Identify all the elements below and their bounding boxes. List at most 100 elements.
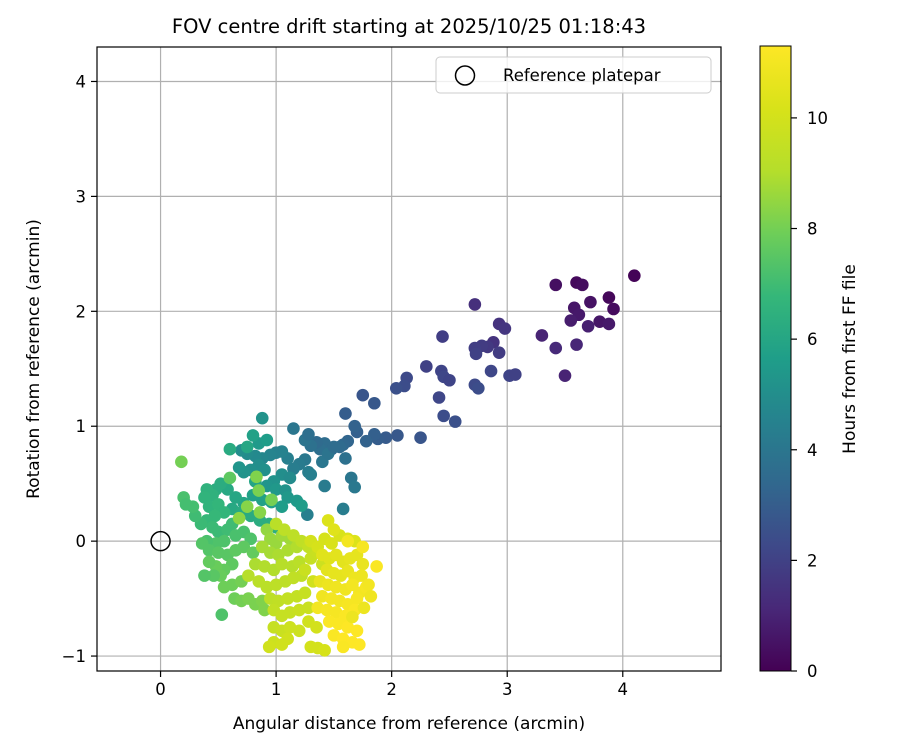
scatter-point [232,461,246,474]
scatter-point [389,382,403,395]
x-tick-label: 1 [271,680,282,699]
legend-marker-icon [454,65,476,86]
legend-box [435,56,712,94]
scatter-point [468,298,482,311]
x-axis-label: Angular distance from reference (arcmin) [233,714,585,734]
scatter-point [287,422,300,435]
scatter-point [364,590,378,603]
scatter-point [336,640,350,654]
scatter-point [581,319,595,333]
y-axis-ticks: −1 0 1 2 3 4 [62,72,97,666]
y-tick-label: 2 [76,302,87,321]
x-tick-label: 4 [618,680,629,699]
scatter-point [346,610,359,624]
colorbar-tick-label: 8 [807,220,818,239]
scatter-point [252,484,266,497]
legend-label: Reference platepar [503,66,661,85]
scatter-point [281,632,294,646]
scatter-point [348,480,361,494]
scatter-point [298,563,312,577]
scatter-point [302,427,315,441]
scatter-point [283,471,297,485]
scatter-point [469,347,483,361]
scatter-point [298,586,312,600]
scatter-point [250,470,263,484]
scatter-point [223,442,237,456]
scatter-point [215,608,229,621]
scatter-point [255,411,269,425]
scatter-point [391,429,404,442]
scatter-point [237,540,251,554]
colorbar-tick-label: 6 [807,330,818,349]
scatter-point [325,537,338,550]
y-tick-label: 1 [76,417,87,436]
scatter-point [318,644,331,657]
scatter-point [498,322,512,335]
scatter-point [436,330,449,343]
scatter-point [175,455,188,469]
scatter-point [584,295,597,309]
scatter-point [269,483,283,496]
x-tick-label: 2 [386,680,397,699]
scatter-point [339,452,352,465]
scatter-point [292,624,306,638]
scatter-point [356,557,370,571]
scatter-point [275,500,289,513]
scatter-point [242,569,255,582]
scatter-point [484,364,498,378]
scatter-point [492,346,506,359]
scatter-point [362,578,375,592]
scatter-point [602,291,616,304]
scatter-point [246,546,260,559]
scatter-point [277,523,291,536]
scatter-point [355,569,368,582]
scatter-points [175,269,641,657]
scatter-point [240,500,254,513]
scatter-point [576,278,589,292]
colorbar-tick-label: 4 [807,441,818,460]
scatter-point [509,368,522,381]
colorbar-ticks: 0 2 4 6 8 10 [791,109,828,681]
scatter-point [359,434,373,448]
chart-title: FOV centre drift starting at 2025/10/25 … [172,15,646,38]
scatter-point [302,601,315,615]
scatter-point [258,603,271,617]
scatter-point [356,540,370,554]
scatter-point [353,638,366,651]
colorbar-gradient [759,45,792,672]
scatter-point [443,373,456,387]
scatter-point [318,479,331,493]
colorbar-tick-label: 0 [807,662,818,681]
scatter-point [432,391,446,404]
scatter-point [350,624,364,638]
scatter-point [321,514,335,527]
scatter-point [549,341,563,355]
scatter-point [607,302,620,316]
scatter-point [564,314,578,327]
scatter-point [549,278,563,292]
scatter-point [602,317,616,331]
scatter-point [370,560,383,573]
scatter-point [310,621,323,634]
scatter-point [304,468,318,481]
scatter-point [570,338,583,351]
y-tick-label: 3 [76,187,87,206]
scatter-point [535,329,549,342]
x-tick-label: 0 [155,680,166,699]
scatter-point [339,407,352,420]
scatter-point [558,369,572,382]
scatter-point [414,431,427,445]
y-tick-label: −1 [62,647,86,666]
colorbar-tick-label: 2 [807,551,818,570]
scatter-point [472,382,485,395]
scatter-point [350,592,364,605]
scatter-point [207,569,221,582]
scatter-point [336,502,350,516]
scatter-point [229,491,242,504]
colorbar: 0 2 4 6 8 10 Hours from first FF file [759,45,860,681]
legend: Reference platepar [435,56,712,94]
y-tick-label: 0 [76,532,87,551]
scatter-point [356,388,370,402]
scatter-point [223,471,237,485]
